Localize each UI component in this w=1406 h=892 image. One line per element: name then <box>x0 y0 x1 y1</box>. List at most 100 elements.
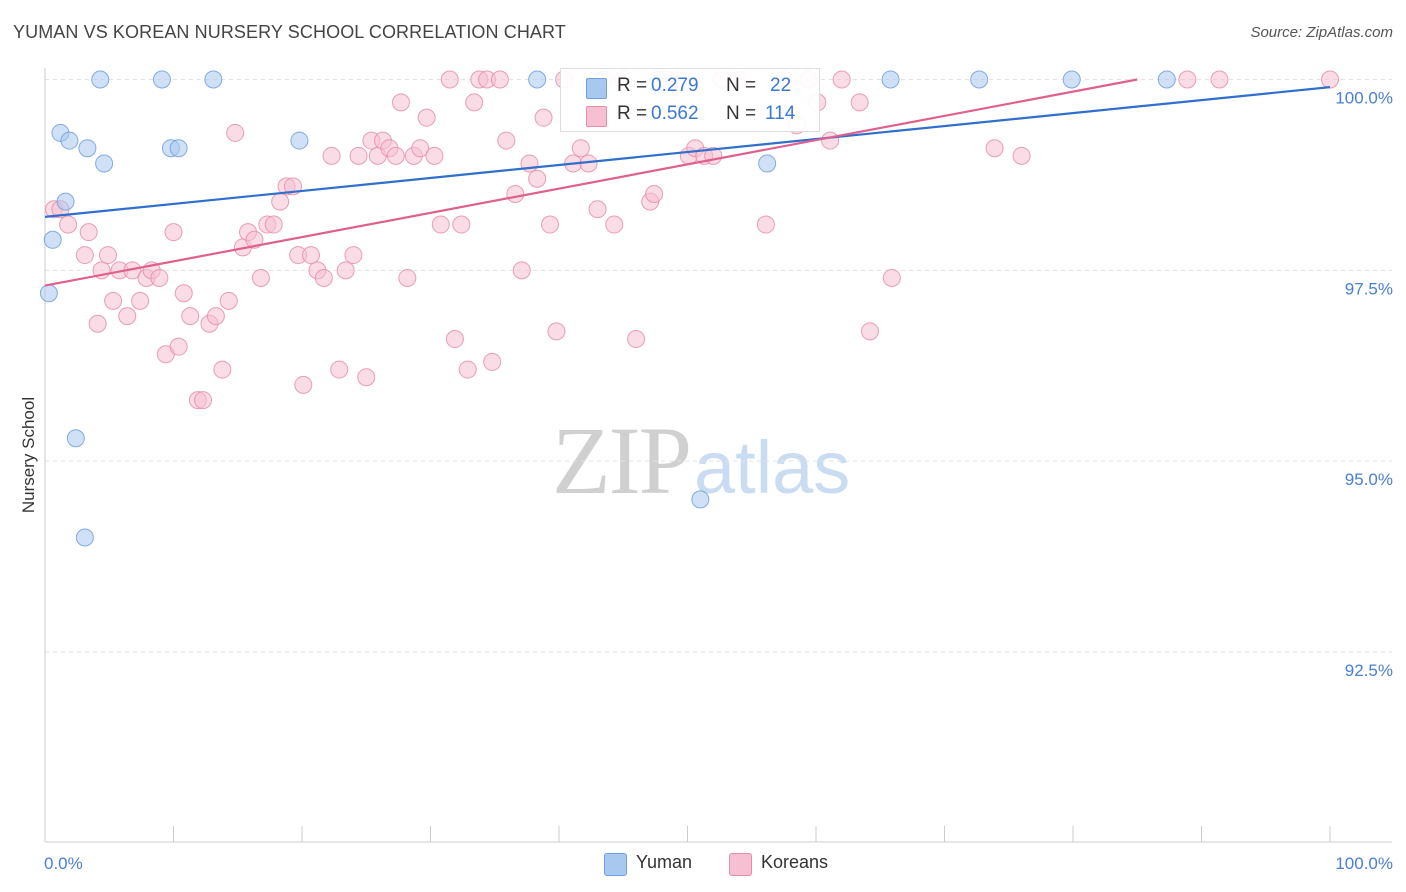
data-points <box>39 70 1339 547</box>
x-tick-label: 0.0% <box>44 854 83 873</box>
data-point-koreans <box>528 169 547 188</box>
chart-title: YUMAN VS KOREAN NURSERY SCHOOL CORRELATI… <box>13 22 566 42</box>
data-point-yuman <box>169 139 188 158</box>
bottom-legend-swatch-yuman <box>604 853 627 876</box>
data-point-koreans <box>271 192 290 211</box>
data-point-koreans <box>314 268 333 287</box>
data-point-koreans <box>512 261 531 280</box>
data-point-koreans <box>645 185 664 203</box>
data-point-koreans <box>88 314 107 333</box>
data-point-yuman <box>56 192 75 211</box>
data-point-koreans <box>483 352 502 371</box>
data-point-yuman <box>60 131 79 150</box>
data-point-koreans <box>357 368 376 387</box>
trend-line-yuman <box>44 86 1331 218</box>
legend-r-value: 0.562 <box>651 103 699 124</box>
data-point-koreans <box>344 246 363 265</box>
data-point-koreans <box>588 200 607 219</box>
source-credit: Source: ZipAtlas.com <box>1250 24 1393 41</box>
data-point-yuman <box>152 70 171 89</box>
gridlines <box>45 79 1392 653</box>
data-point-koreans <box>59 215 78 234</box>
data-point-koreans <box>605 215 624 234</box>
data-point-koreans <box>245 230 264 249</box>
data-point-koreans <box>294 375 313 394</box>
correlation-legend: R = 0.279 N = 22 R = 0.562 N = 114 <box>560 68 820 132</box>
y-tick-label: 100.0% <box>1335 89 1393 108</box>
legend-r-label: R = <box>617 75 648 96</box>
axes <box>44 68 1392 843</box>
data-point-koreans <box>336 261 355 280</box>
data-point-koreans <box>1321 70 1339 89</box>
y-axis-title: Nursery School <box>19 397 38 513</box>
data-point-koreans <box>821 131 840 150</box>
data-point-koreans <box>985 139 1004 158</box>
data-point-koreans <box>417 108 436 127</box>
data-point-koreans <box>330 360 349 379</box>
data-point-koreans <box>104 291 123 310</box>
data-point-yuman <box>95 154 114 173</box>
trend-lines <box>44 78 1331 287</box>
bottom-legend-label-yuman: Yuman <box>636 852 693 872</box>
data-point-koreans <box>164 223 183 242</box>
data-point-yuman <box>43 230 62 249</box>
watermark-atlas: atlas <box>694 426 851 509</box>
data-point-yuman <box>970 70 989 89</box>
data-point-koreans <box>181 307 200 326</box>
x-tick-label: 100.0% <box>1335 854 1393 873</box>
data-point-koreans <box>497 131 516 150</box>
legend-row-yuman: R = 0.279 N = 22 <box>561 73 819 101</box>
data-point-koreans <box>79 223 98 242</box>
data-point-koreans <box>75 246 94 265</box>
data-point-yuman <box>204 70 223 89</box>
data-point-koreans <box>322 146 341 165</box>
data-point-koreans <box>251 268 270 287</box>
data-point-koreans <box>398 268 417 287</box>
data-point-koreans <box>452 215 471 234</box>
watermark-zip: ZIP <box>552 407 692 514</box>
data-point-koreans <box>1178 70 1197 89</box>
data-point-koreans <box>425 146 444 165</box>
data-point-koreans <box>131 291 150 310</box>
data-point-koreans <box>226 123 245 142</box>
legend-r-label: R = <box>617 103 648 124</box>
data-point-koreans <box>386 146 405 165</box>
data-point-koreans <box>1210 70 1229 89</box>
trend-line-koreans <box>44 78 1138 287</box>
legend-n-value: 114 <box>765 103 796 124</box>
data-point-yuman <box>1157 70 1176 89</box>
legend-row-koreans: R = 0.562 N = 114 <box>561 101 819 129</box>
data-point-koreans <box>850 93 869 112</box>
data-point-koreans <box>440 70 459 89</box>
data-point-koreans <box>194 391 213 410</box>
bottom-legend-swatch-koreans <box>729 853 752 876</box>
y-tick-label: 97.5% <box>1345 279 1393 298</box>
data-point-koreans <box>506 185 525 203</box>
data-point-koreans <box>219 291 238 310</box>
data-point-koreans <box>150 268 169 287</box>
data-point-yuman <box>1062 70 1081 89</box>
data-point-koreans <box>490 70 509 89</box>
data-point-yuman <box>758 154 777 173</box>
legend-n-value: 22 <box>770 75 792 96</box>
data-point-koreans <box>264 215 283 234</box>
watermark: ZIPatlas <box>552 405 850 516</box>
data-point-koreans <box>547 322 566 341</box>
data-point-koreans <box>174 284 193 303</box>
data-point-yuman <box>691 490 710 509</box>
data-point-yuman <box>91 70 110 89</box>
data-point-koreans <box>431 215 450 234</box>
data-point-yuman <box>290 131 309 150</box>
data-point-koreans <box>541 215 560 234</box>
data-point-koreans <box>832 70 851 89</box>
bottom-legend-label-koreans: Koreans <box>761 852 829 872</box>
data-point-yuman <box>39 284 58 303</box>
data-point-koreans <box>458 360 477 379</box>
data-point-yuman <box>75 528 94 547</box>
data-point-yuman <box>66 429 85 448</box>
data-point-koreans <box>301 246 320 265</box>
data-point-koreans <box>411 139 430 158</box>
legend-n-label: N = <box>726 75 757 96</box>
data-point-koreans <box>534 108 553 127</box>
